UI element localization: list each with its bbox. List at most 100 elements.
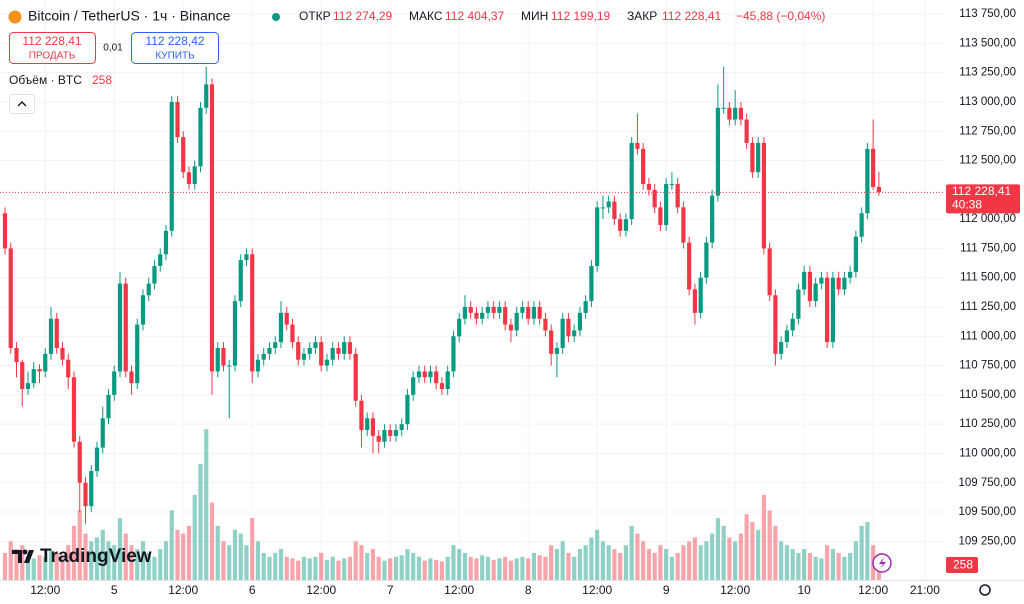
countdown: 40:38: [952, 198, 982, 212]
volume-bar: [629, 525, 634, 580]
volume-bar: [140, 541, 146, 580]
collapse-button[interactable]: [9, 94, 35, 114]
volume-bar: [848, 552, 853, 580]
volume-bar: [232, 529, 238, 580]
volume-bar: [221, 541, 226, 580]
volume-bar: [761, 494, 766, 580]
candle-body: [135, 324, 140, 384]
volume-bar: [353, 541, 358, 580]
candle-body: [687, 242, 692, 290]
candle-body: [434, 371, 439, 384]
candle-body: [595, 207, 600, 266]
candle-body: [658, 207, 663, 225]
candle-body: [175, 101, 180, 138]
volume-bar: [31, 558, 36, 580]
y-tick-label: 110 250,00: [959, 418, 1016, 430]
y-tick-label: 109 500,00: [958, 506, 1016, 518]
candle-body: [727, 107, 732, 120]
volume-bar: [520, 556, 525, 580]
volume-bar: [250, 518, 255, 580]
candle-body: [290, 324, 295, 343]
x-tick-label: 12:00: [720, 583, 750, 597]
volume-bar: [37, 555, 42, 580]
volume-bar: [600, 541, 606, 580]
volume-bar: [681, 545, 686, 580]
volume-bar: [25, 556, 31, 580]
candle-body: [721, 107, 726, 109]
candle-body: [503, 306, 508, 325]
volume-bar: [152, 556, 157, 580]
buy-button[interactable]: [131, 32, 219, 64]
volume-bar: [474, 558, 479, 580]
ohlc-legend: ОТКР 112 274,29 МАКС 112 404,37 МИН 112 199,1…: [299, 9, 825, 23]
candle-body: [14, 348, 19, 363]
alert-bolt: [879, 557, 886, 569]
buy-price: 112 228,42: [145, 34, 204, 48]
volume-bar: [531, 552, 537, 580]
volume-bar: [313, 556, 318, 580]
candle-body: [169, 101, 174, 231]
volume-bar: [618, 552, 623, 580]
candle-body: [83, 482, 88, 507]
candle-body: [365, 418, 370, 431]
candle-body: [560, 318, 565, 348]
candle-body: [37, 369, 42, 372]
candle-body: [600, 207, 606, 209]
collapse-icon: [17, 101, 27, 107]
candle-body: [60, 348, 65, 360]
volume-bar: [767, 510, 772, 580]
ohlc-item: МАКС: [409, 9, 443, 23]
candle-body: [267, 348, 272, 354]
volume-bar: [480, 555, 485, 580]
last-price-box: [946, 184, 1020, 214]
volume-bar: [468, 556, 473, 580]
symbol-title[interactable]: Bitcoin / TetherUS · 1ч · Binance: [28, 8, 231, 24]
volume-bar: [296, 560, 301, 580]
candle-body: [250, 254, 255, 372]
candle-body: [744, 119, 749, 143]
volume-bar: [330, 556, 335, 580]
candle-body: [819, 277, 824, 284]
candle-body: [422, 371, 427, 378]
sell-button[interactable]: [9, 32, 96, 64]
candle-body: [681, 207, 686, 243]
volume-bar: [342, 558, 347, 580]
candle-body: [2, 213, 8, 249]
settings-icon[interactable]: [979, 584, 991, 596]
volume-bar: [135, 549, 140, 580]
volume-bar: [77, 510, 82, 580]
x-tick-label: 10: [797, 583, 811, 597]
volume-bar: [790, 549, 795, 580]
x-tick-label: 21:00: [910, 583, 940, 597]
candle-body: [54, 318, 59, 348]
candle-body: [669, 183, 675, 185]
candle-body: [370, 418, 376, 436]
candle-body: [462, 306, 468, 319]
y-tick-label: 110 750,00: [959, 360, 1016, 372]
candle-body: [66, 359, 71, 378]
candle-body: [876, 186, 881, 193]
ohlc-item: 112 228,41: [662, 9, 721, 23]
candle-body: [342, 342, 347, 354]
logo[interactable]: TradingView: [40, 546, 152, 567]
volume-bar: [733, 541, 738, 580]
volume-bar: [687, 541, 692, 580]
candle-body: [664, 183, 669, 225]
candle-body: [520, 306, 525, 313]
candle-body: [497, 306, 502, 313]
candle-body: [43, 353, 48, 372]
volume-bar: [359, 545, 364, 580]
volume-bar: [692, 537, 698, 580]
candle-body: [232, 301, 238, 366]
volume-bar: [365, 552, 370, 580]
candle-body: [20, 362, 25, 390]
candle-body: [336, 348, 341, 354]
y-tick-label: 109 250,00: [958, 535, 1016, 547]
candle-body: [158, 254, 163, 266]
volume-bar: [181, 533, 186, 580]
volume-bar: [583, 545, 588, 580]
candle-body: [255, 359, 261, 372]
volume-bar: [411, 552, 416, 580]
volume-bar: [830, 549, 835, 580]
